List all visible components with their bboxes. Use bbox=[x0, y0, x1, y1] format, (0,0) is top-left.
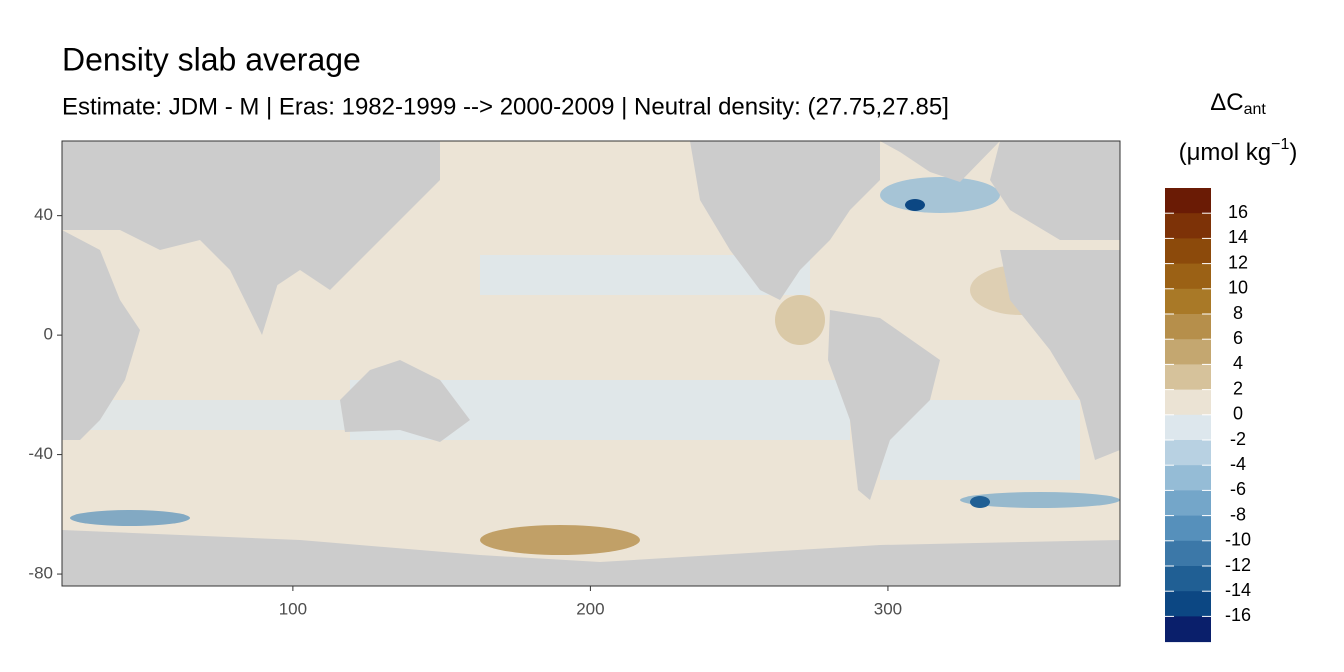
legend-swatch bbox=[1165, 566, 1211, 592]
land bbox=[62, 141, 1120, 586]
legend-unit-main: (μmol kg bbox=[1179, 139, 1272, 166]
legend-swatch bbox=[1165, 238, 1211, 265]
x-tick-label: 200 bbox=[576, 599, 604, 618]
legend-label: -14 bbox=[1225, 580, 1251, 600]
legend-swatch bbox=[1165, 515, 1211, 542]
panel-border bbox=[61, 140, 1121, 587]
legend-swatch bbox=[1165, 364, 1211, 391]
legend-label: -8 bbox=[1230, 504, 1246, 524]
legend-title-sub: ant bbox=[1244, 101, 1267, 118]
x-tick-label: 100 bbox=[279, 599, 307, 618]
legend-label: -12 bbox=[1225, 555, 1251, 575]
legend-swatch bbox=[1165, 465, 1211, 491]
x-tick-label: 300 bbox=[874, 599, 902, 618]
legend-title-main: ΔC bbox=[1210, 89, 1243, 116]
y-tick-label: -80 bbox=[28, 564, 53, 583]
legend-title: ΔCant bbox=[1210, 89, 1266, 118]
legend-swatch bbox=[1165, 616, 1211, 643]
legend-label: -16 bbox=[1225, 605, 1251, 625]
chart-subtitle: Estimate: JDM - M | Eras: 1982-1999 --> … bbox=[62, 93, 949, 120]
legend-swatch bbox=[1165, 414, 1211, 441]
legend-label: 0 bbox=[1233, 404, 1243, 424]
legend-swatch bbox=[1165, 389, 1211, 416]
legend-unit-sup: −1 bbox=[1271, 136, 1289, 153]
legend-label: -10 bbox=[1225, 530, 1251, 550]
legend-swatch bbox=[1165, 339, 1211, 365]
legend-label: 16 bbox=[1228, 202, 1248, 222]
legend-swatch bbox=[1165, 591, 1211, 617]
legend-label: -4 bbox=[1230, 454, 1246, 474]
legend-label: -6 bbox=[1230, 479, 1246, 499]
legend-label: 4 bbox=[1233, 353, 1243, 373]
legend-swatch bbox=[1165, 188, 1211, 214]
legend-swatch bbox=[1165, 540, 1211, 567]
y-tick-label: 0 bbox=[44, 325, 53, 344]
legend-swatch bbox=[1165, 314, 1211, 340]
legend-unit-end: ) bbox=[1289, 139, 1297, 166]
legend-swatch bbox=[1165, 213, 1211, 239]
chart-title: Density slab average bbox=[62, 41, 361, 77]
legend-label: 8 bbox=[1233, 303, 1243, 323]
legend-swatch bbox=[1165, 263, 1211, 290]
legend-unit: (μmol kg−1) bbox=[1179, 136, 1298, 166]
legend-label: 6 bbox=[1233, 328, 1243, 348]
legend-label: -2 bbox=[1230, 429, 1246, 449]
legend-label: 2 bbox=[1233, 378, 1243, 398]
y-tick-label: 40 bbox=[34, 205, 53, 224]
legend-label: 10 bbox=[1228, 278, 1248, 298]
legend-swatch bbox=[1165, 440, 1211, 466]
legend-swatch bbox=[1165, 288, 1211, 315]
y-tick-label: -40 bbox=[28, 444, 53, 463]
legend-swatch bbox=[1165, 490, 1211, 517]
legend-label: 14 bbox=[1228, 227, 1248, 247]
legend-label: 12 bbox=[1228, 252, 1248, 272]
